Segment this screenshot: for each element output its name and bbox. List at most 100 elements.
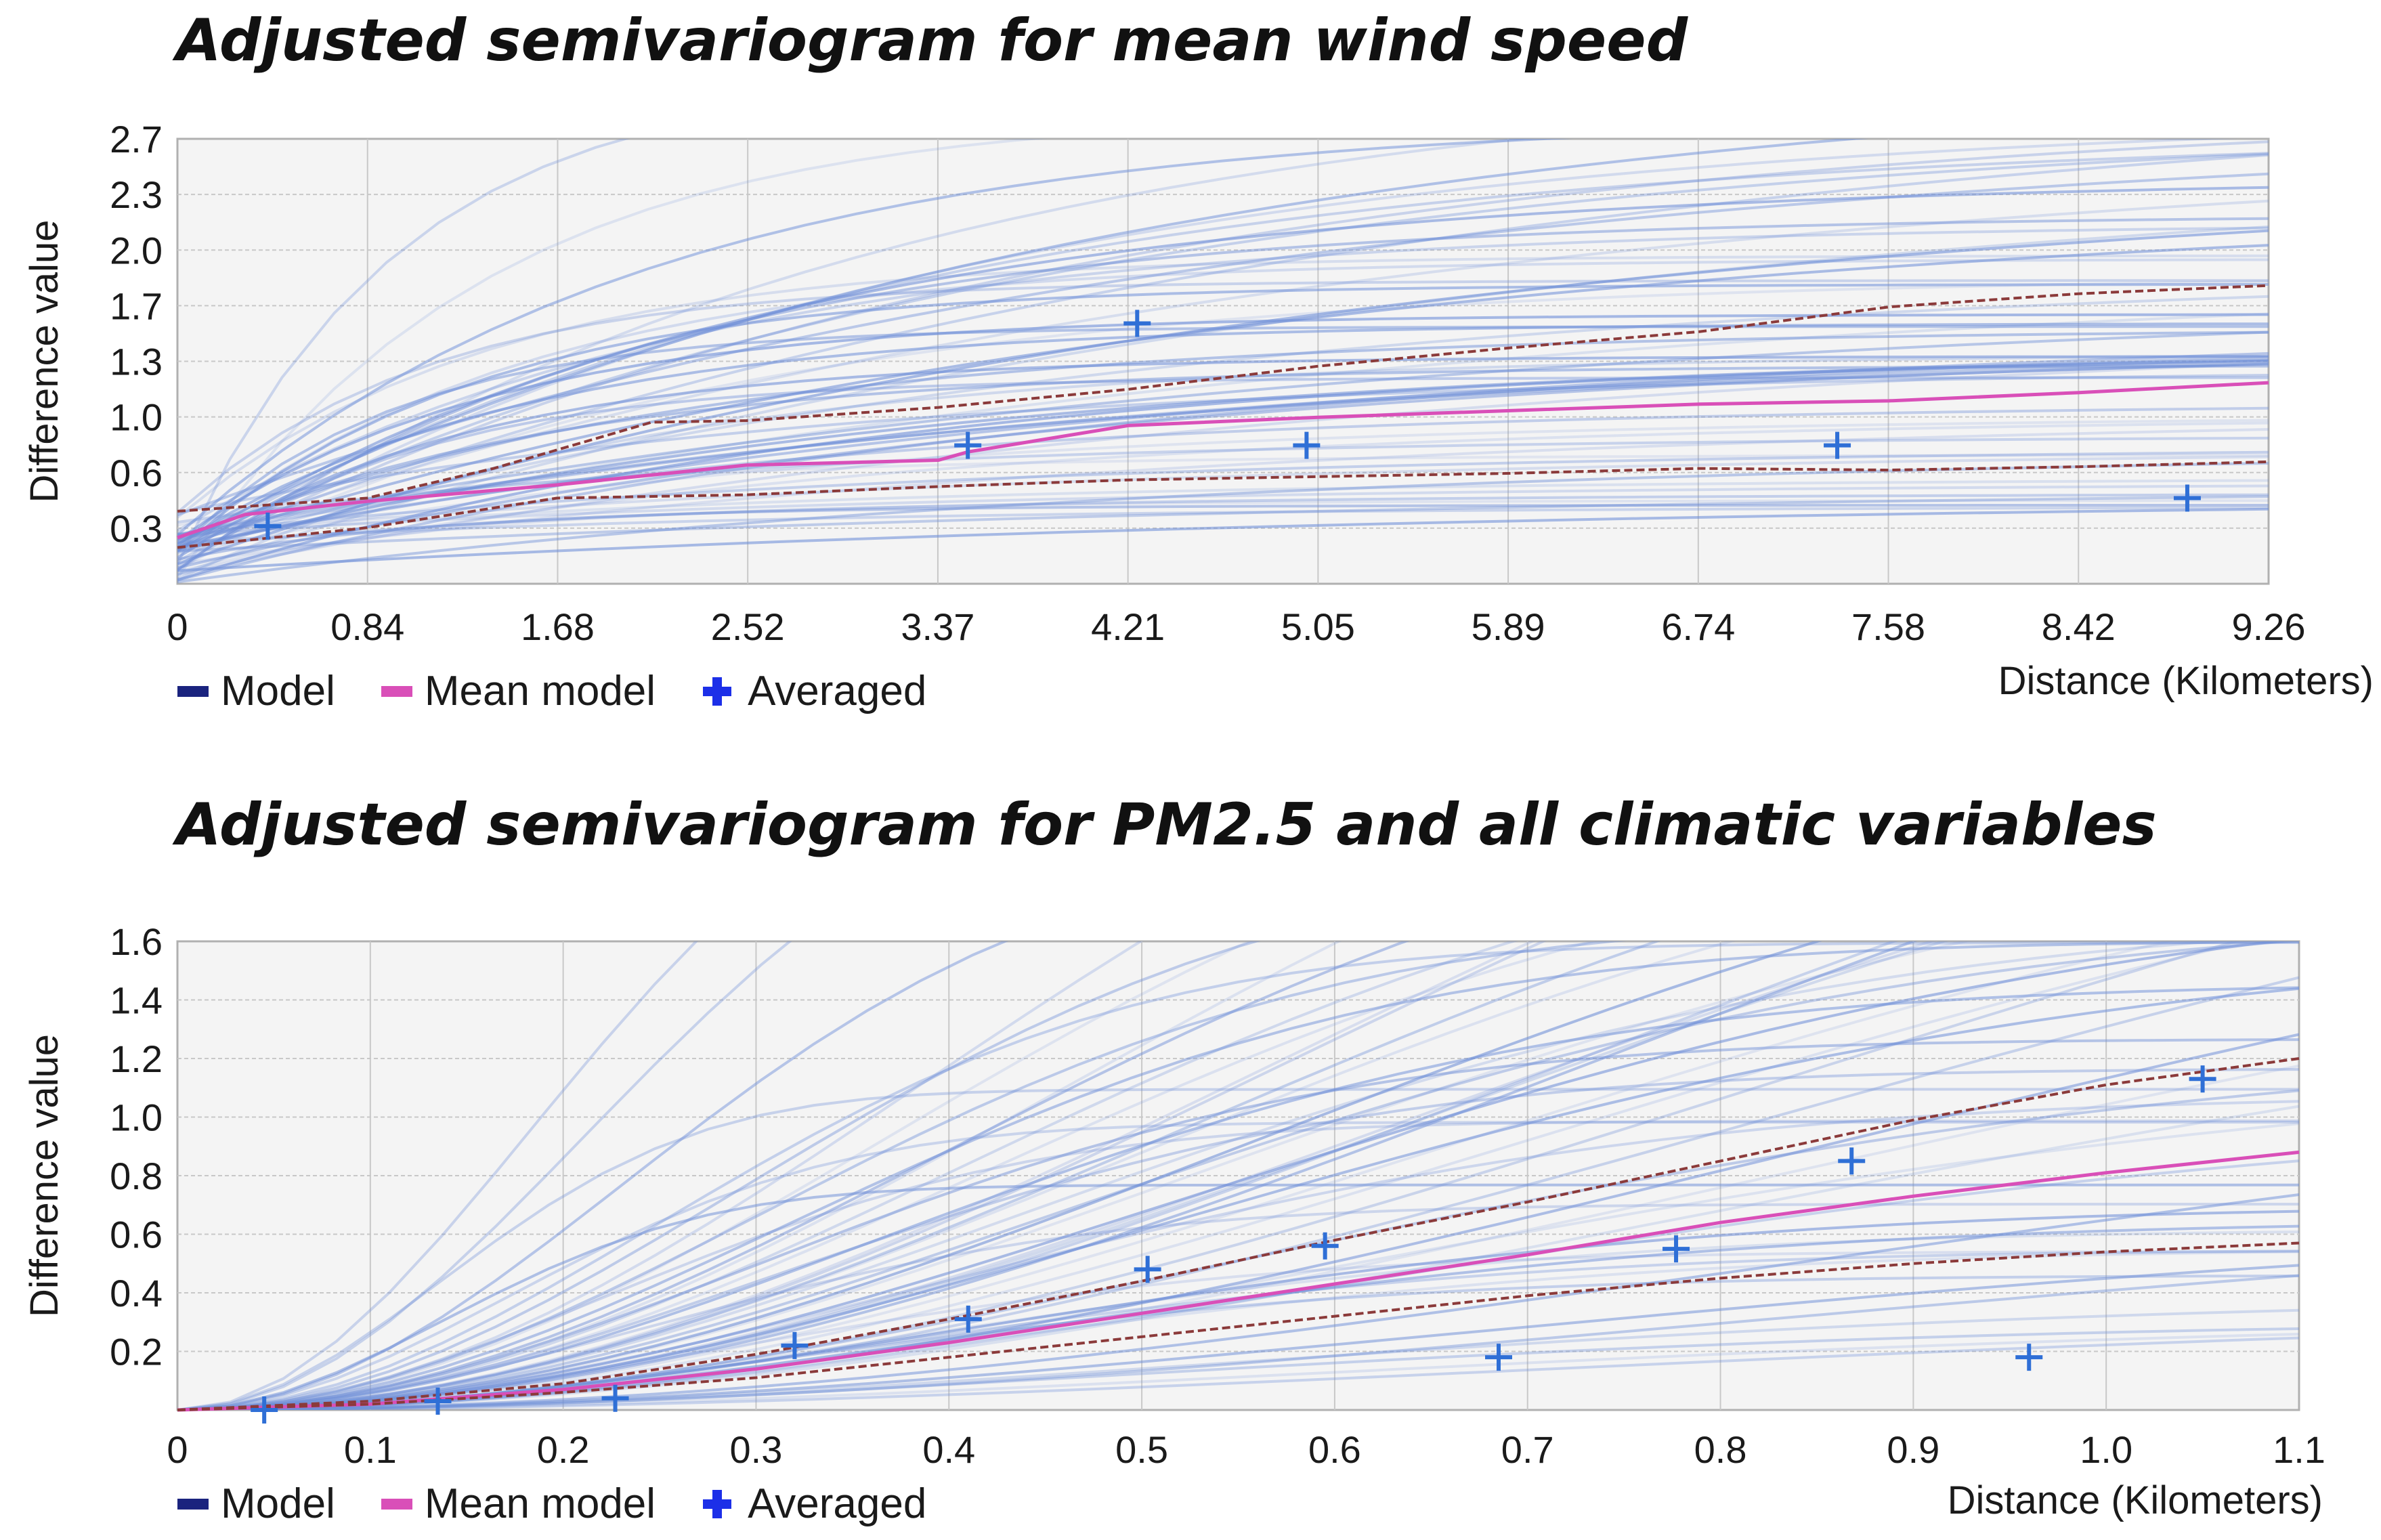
y-tick-label: 0.6: [110, 452, 163, 494]
model-line: [177, 428, 2269, 566]
legend-model-label: Model: [221, 1480, 335, 1527]
mean-model-line: [177, 1150, 2300, 1412]
model-line: [177, 217, 2269, 572]
legend-model: Model: [177, 667, 335, 715]
model-line: [177, 1088, 2299, 1410]
model-line: [177, 1327, 2299, 1410]
legend-averaged-label: Averaged: [748, 668, 927, 714]
y-tick-label: 1.0: [110, 1096, 163, 1139]
x-tick-label: 0.2: [537, 1428, 590, 1471]
legend-mean-model: Mean model: [381, 1480, 656, 1528]
x-tick-label: 0.1: [344, 1428, 397, 1471]
model-swatch-icon: [177, 1498, 209, 1510]
y-tick-label: 0.8: [110, 1155, 163, 1197]
model-line: [177, 139, 1573, 536]
lower-bound-line: [177, 1241, 2300, 1411]
model-line: [177, 941, 1410, 1410]
model-line: [177, 362, 2269, 537]
model-line: [177, 139, 1535, 572]
legend-averaged: Averaged: [702, 667, 926, 715]
legend-mean-model-label: Mean model: [424, 1480, 656, 1527]
model-line: [177, 941, 2175, 1410]
upper-bound-line: [177, 1057, 2300, 1411]
x-tick-label: 0.3: [730, 1428, 783, 1471]
model-line: [177, 330, 2269, 536]
mean-model-line: [177, 381, 2269, 540]
model-line: [177, 152, 2269, 551]
model-line: [177, 312, 2269, 551]
model-swatch-icon: [177, 685, 209, 697]
model-line: [177, 1231, 2299, 1410]
y-tick-label: 1.0: [110, 396, 163, 439]
model-line: [177, 226, 2269, 532]
model-line: [177, 1068, 2299, 1410]
y-tick-label: 2.7: [110, 118, 163, 161]
model-line: [177, 986, 2299, 1410]
model-line: [177, 362, 2269, 576]
model-line: [177, 941, 1597, 1410]
model-line: [177, 199, 2269, 546]
averaged-point: [1663, 1235, 1690, 1263]
model-line: [177, 244, 2269, 549]
model-line: [177, 355, 2269, 580]
x-tick-label: 1.68: [521, 605, 595, 648]
legend-averaged-label: Averaged: [748, 1480, 927, 1527]
model-line: [177, 376, 2269, 572]
model-line: [177, 941, 2299, 1410]
model-line: [177, 941, 1009, 1410]
x-tick-label: 0.8: [1694, 1428, 1747, 1471]
x-tick-label: 0: [167, 1428, 188, 1471]
averaged-point: [1134, 1256, 1161, 1283]
model-line: [177, 495, 2269, 553]
y-axis-label: Difference value: [22, 219, 66, 502]
x-tick-label: 0.4: [922, 1428, 975, 1471]
model-line: [177, 1119, 2299, 1410]
x-axis-label: Distance (Kilometers): [1998, 659, 2374, 703]
model-line: [177, 941, 1972, 1410]
averaged-point: [781, 1331, 809, 1359]
model-line: [177, 484, 2269, 536]
mean-model-swatch-icon: [381, 685, 412, 697]
model-line: [177, 279, 2269, 514]
model-line: [177, 941, 1536, 1410]
model-line: [177, 421, 2269, 576]
y-tick-label: 2.0: [110, 229, 163, 272]
y-tick-label: 1.2: [110, 1038, 163, 1080]
model-line: [177, 186, 2269, 552]
x-tick-label: 0.9: [1887, 1428, 1939, 1471]
model-line: [177, 295, 2269, 555]
model-line: [177, 322, 2269, 546]
averaged-point: [954, 431, 982, 459]
averaged-point: [1293, 431, 1321, 459]
averaged-point: [424, 1388, 452, 1415]
model-line: [177, 454, 2269, 527]
x-tick-label: 7.58: [1851, 605, 1925, 648]
x-tick-label: 0.84: [330, 605, 404, 648]
model-line: [177, 941, 1547, 1410]
model-line: [177, 436, 2269, 524]
y-tick-label: 2.3: [110, 173, 163, 216]
model-line: [177, 493, 2269, 549]
y-tick-label: 1.3: [110, 341, 163, 383]
averaged-point: [251, 1396, 278, 1424]
averaged-point: [1123, 309, 1151, 337]
model-line: [177, 355, 2269, 559]
model-line: [177, 941, 1918, 1410]
model-line: [177, 941, 1898, 1410]
model-line: [177, 258, 2269, 549]
x-tick-label: 8.42: [2042, 605, 2116, 648]
x-tick-label: 1.1: [2273, 1428, 2325, 1471]
averaged-point: [2015, 1344, 2043, 1371]
model-line: [177, 313, 2269, 542]
x-tick-label: 1.0: [2080, 1428, 2132, 1471]
model-line: [177, 1105, 2299, 1410]
model-line: [177, 941, 1253, 1410]
model-line: [177, 941, 2288, 1410]
plus-icon: [702, 676, 733, 707]
y-tick-label: 0.3: [110, 507, 163, 550]
model-line: [177, 139, 630, 565]
x-tick-label: 4.21: [1091, 605, 1165, 648]
x-tick-label: 5.05: [1281, 605, 1355, 648]
x-tick-label: 0.5: [1115, 1428, 1168, 1471]
model-line: [177, 941, 1261, 1410]
